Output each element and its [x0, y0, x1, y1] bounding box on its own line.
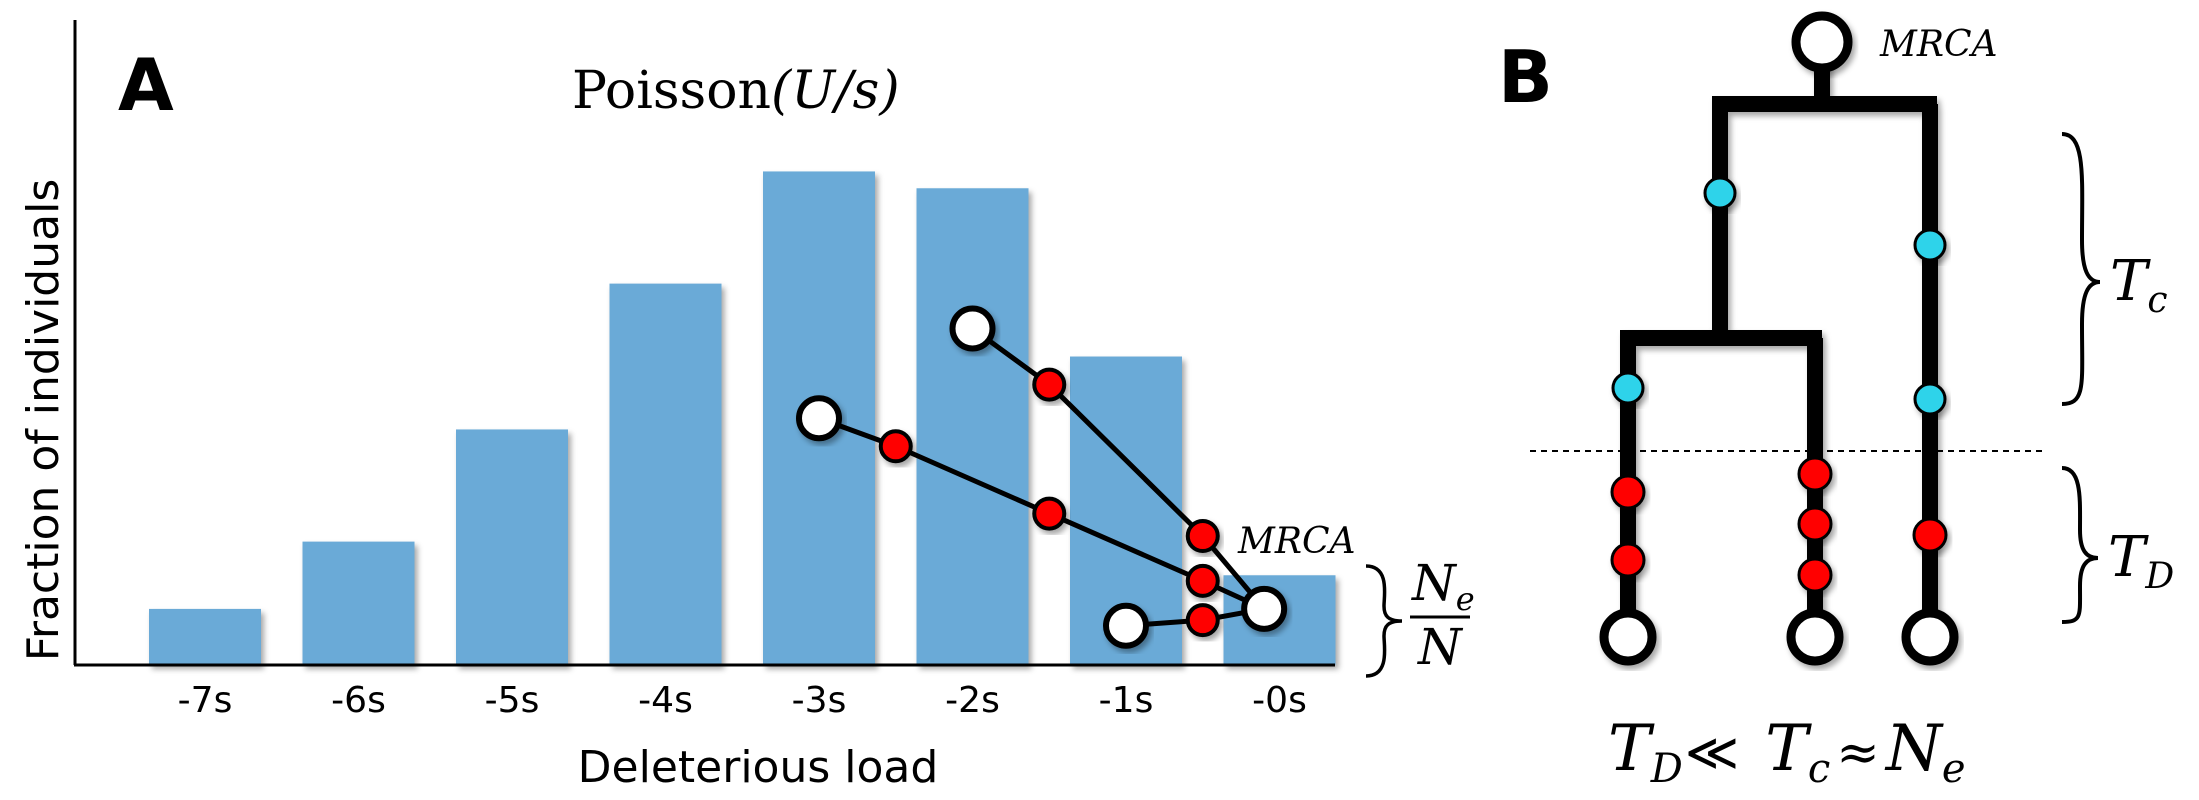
x-axis-label: Deleterious load	[578, 742, 939, 793]
deleterious-mutation-1	[1610, 474, 1646, 510]
x-tick--4s: -4s	[638, 680, 693, 721]
timescale-relation: TD≪ Tc ≈Ne	[1608, 712, 1966, 792]
lineage-mutation-2-3	[1185, 563, 1220, 598]
lineage-mutation-3-1	[1185, 603, 1220, 638]
td-brace	[2061, 466, 2099, 624]
ne-label-den: N	[1417, 618, 1464, 676]
y-axis-label: Fraction of individuals	[18, 179, 69, 661]
chart-title: Poisson(U/s)	[572, 61, 900, 121]
tree-leaf-node-1	[1599, 608, 1657, 666]
bar--5s	[456, 429, 568, 665]
x-tick--1s: -1s	[1099, 680, 1154, 721]
deleterious-mutation-3	[1797, 456, 1833, 492]
lineage-mutation-1-2	[1185, 519, 1220, 553]
lineage-mutation-2-1	[878, 429, 913, 464]
bar--2s	[916, 188, 1029, 665]
genealogy-tree	[1620, 60, 1938, 640]
mrca-label-a: MRCA	[1237, 521, 1356, 562]
lineage-start-2	[796, 395, 842, 442]
td-label: TD	[2108, 525, 2174, 597]
x-tick-labels: -7s -6s -5s -4s -3s -2s -1s -0s	[178, 680, 1307, 721]
eq-tc: T	[1765, 712, 1812, 786]
deleterious-mutation-5	[1797, 557, 1833, 593]
tree-leaf-node-3	[1901, 608, 1959, 666]
tc-label: Tc	[2110, 249, 2168, 321]
deleterious-mutation-4	[1797, 506, 1833, 542]
lineage-mutation-1-1	[1032, 367, 1067, 402]
lineage-paths	[796, 305, 1288, 649]
neutral-mutation-3	[1913, 228, 1947, 262]
ne-label-num: Ne	[1411, 554, 1475, 618]
neutral-mutation-1	[1703, 176, 1737, 210]
neutral-mutation-4	[1913, 382, 1947, 416]
x-tick--6s: -6s	[331, 680, 386, 721]
x-tick--7s: -7s	[178, 680, 233, 721]
lineage-mutation-2-2	[1032, 496, 1067, 531]
bar--6s	[302, 541, 415, 665]
panel-a-letter: A	[118, 43, 174, 127]
deleterious-mutation-6	[1912, 517, 1948, 553]
panel-b-letter: B	[1498, 35, 1553, 119]
lineage-line-1	[971, 326, 1267, 611]
eq-td: T	[1608, 712, 1655, 786]
tree-leaf-node-2	[1786, 608, 1844, 666]
ne-n-brace	[1365, 564, 1403, 678]
neutral-mutation-2	[1611, 371, 1645, 405]
x-tick--0s: -0s	[1252, 680, 1307, 721]
tree-nodes	[1599, 11, 1959, 666]
bar-series	[149, 171, 1336, 665]
lineage-start-1	[949, 305, 996, 352]
tc-brace	[2061, 132, 2101, 406]
mrca-label-b: MRCA	[1879, 24, 1998, 65]
x-tick--5s: -5s	[485, 680, 540, 721]
x-tick--2s: -2s	[945, 680, 1000, 721]
bar--4s	[609, 283, 722, 665]
deleterious-mutation-2	[1610, 542, 1646, 578]
eq-ne: N	[1884, 712, 1944, 786]
x-tick--3s: -3s	[792, 680, 847, 721]
lineage-mrca	[1241, 585, 1288, 632]
chart-title-param: (U/s)	[771, 61, 900, 121]
chart-title-prefix: Poisson	[572, 61, 771, 121]
bar--7s	[149, 608, 261, 665]
lineage-start-3	[1103, 602, 1149, 649]
tree-mrca-node	[1791, 11, 1853, 73]
svg-text:Poisson(U/s): Poisson(U/s)	[572, 61, 900, 121]
